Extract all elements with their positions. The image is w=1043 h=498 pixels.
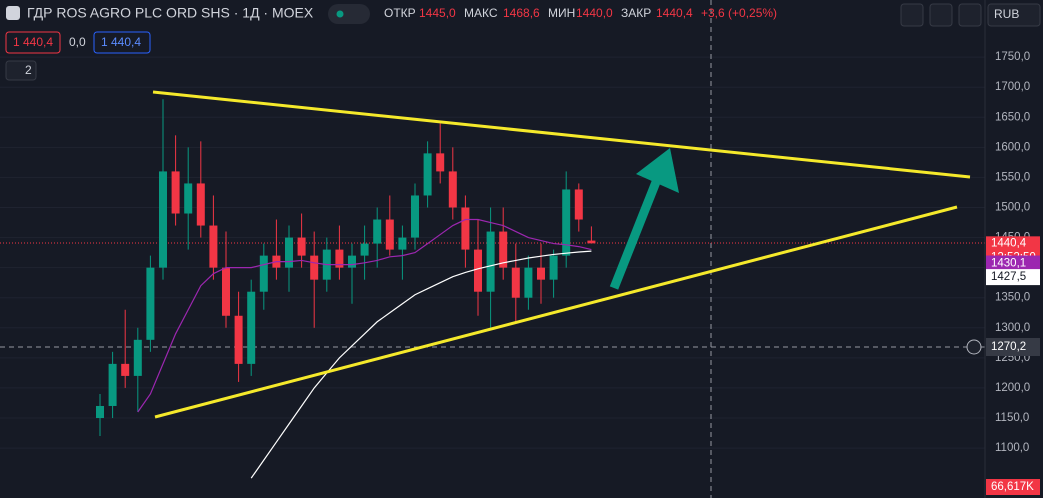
candle-body xyxy=(121,363,130,376)
buy-box[interactable] xyxy=(93,31,151,54)
candle-body xyxy=(423,153,432,196)
candle-body xyxy=(474,249,482,292)
candle-body xyxy=(574,189,583,220)
candle-body xyxy=(96,405,104,419)
high: 1468,6 xyxy=(503,6,540,20)
y-tick-label: 1650,0 xyxy=(995,111,1030,123)
trendline-top xyxy=(152,90,971,179)
plot xyxy=(96,99,596,479)
candle-body xyxy=(511,267,520,298)
candle-body xyxy=(196,183,205,226)
currency-btn[interactable] xyxy=(987,3,1041,27)
candle-body xyxy=(247,291,256,364)
candle-body xyxy=(385,219,394,250)
collapse-btn[interactable] xyxy=(5,60,37,81)
moving-average xyxy=(250,250,592,479)
candle-body xyxy=(171,171,180,214)
add-alert[interactable] xyxy=(966,339,982,355)
candle-body xyxy=(297,237,306,256)
collapse-count[interactable]: 2 xyxy=(25,63,32,77)
low: 1440,0 xyxy=(576,6,613,20)
high-label: МАКС xyxy=(464,6,498,20)
candle-body xyxy=(398,237,407,250)
currency[interactable]: RUB xyxy=(994,7,1019,21)
candle-body xyxy=(234,315,243,364)
candle-body xyxy=(108,363,117,406)
trendline-bottom xyxy=(154,205,958,419)
sell[interactable]: 1 440,4 xyxy=(13,35,53,49)
candle-body xyxy=(524,267,533,298)
crosshair-price: 1270,2 xyxy=(991,341,1026,353)
open-label: ОТКР xyxy=(384,6,416,20)
y-tick-label: 1200,0 xyxy=(995,382,1030,394)
close-label: ЗАКР xyxy=(621,6,651,20)
btn-close[interactable] xyxy=(929,3,953,27)
spread: 0,0 xyxy=(69,35,86,49)
candle-body xyxy=(348,255,356,268)
y-tick-label: 1150,0 xyxy=(995,412,1029,424)
candle-body xyxy=(184,183,193,214)
status-dot xyxy=(336,10,344,18)
sell-box[interactable] xyxy=(5,31,61,54)
btn-down[interactable] xyxy=(900,3,924,27)
arrow-shaft xyxy=(609,175,663,290)
candle-body xyxy=(411,195,419,238)
crosshair-price-bg xyxy=(986,338,1040,356)
volume-label: 66,617K xyxy=(991,481,1034,493)
ma1-label: 1430,1 xyxy=(991,258,1026,270)
candle-body xyxy=(285,237,293,268)
last-price: 1440,4 xyxy=(991,237,1027,249)
candle-body xyxy=(133,339,142,376)
candle-body xyxy=(159,171,167,268)
candle-body xyxy=(209,225,218,268)
y-tick-label: 1700,0 xyxy=(995,81,1030,93)
candle-body xyxy=(335,249,344,268)
buy[interactable]: 1 440,4 xyxy=(101,35,141,49)
candle-body xyxy=(436,153,445,172)
change: +3,6 (+0,25%) xyxy=(701,6,777,20)
ma2-label-bg xyxy=(986,269,1040,286)
y-tick-label: 1500,0 xyxy=(995,202,1030,214)
symbol[interactable]: ГДР ROS AGRO PLC ORD SHS · 1Д · MOEX xyxy=(27,5,314,21)
y-tick-label: 1550,0 xyxy=(995,171,1030,183)
volume-label-bg xyxy=(986,479,1040,495)
candle-body xyxy=(310,255,319,280)
candle-body xyxy=(499,231,508,268)
candle-body xyxy=(146,267,155,340)
ma2-label: 1427,5 xyxy=(991,271,1026,283)
status[interactable] xyxy=(328,4,370,24)
candle-body xyxy=(461,207,470,250)
y-tick-label: 1300,0 xyxy=(995,322,1030,334)
candle-body xyxy=(587,240,596,244)
candle-body xyxy=(259,255,268,292)
candle-body xyxy=(562,189,571,256)
y-tick-label: 1750,0 xyxy=(995,51,1030,63)
arrow-head xyxy=(636,148,679,193)
logo xyxy=(6,6,20,20)
candle-body xyxy=(486,231,495,292)
close: 1440,4 xyxy=(656,6,693,20)
header: ГДР ROS AGRO PLC ORD SHS · 1Д · MOEX ОТК… xyxy=(5,3,1041,81)
moving-average xyxy=(137,218,592,413)
candle-body xyxy=(549,255,558,280)
open: 1445,0 xyxy=(419,6,456,20)
ma1-label-bg xyxy=(986,255,1040,272)
candle-body xyxy=(373,219,382,244)
candle-body xyxy=(537,267,545,280)
y-tick-label: 1350,0 xyxy=(995,292,1030,304)
candle-body xyxy=(448,171,457,208)
low-label: МИН xyxy=(548,6,575,20)
y-tick-label: 1600,0 xyxy=(995,141,1030,153)
btn-max[interactable] xyxy=(958,3,982,27)
y-tick-label: 1100,0 xyxy=(995,442,1029,454)
candle-body xyxy=(222,267,230,316)
candle-body xyxy=(360,243,369,256)
